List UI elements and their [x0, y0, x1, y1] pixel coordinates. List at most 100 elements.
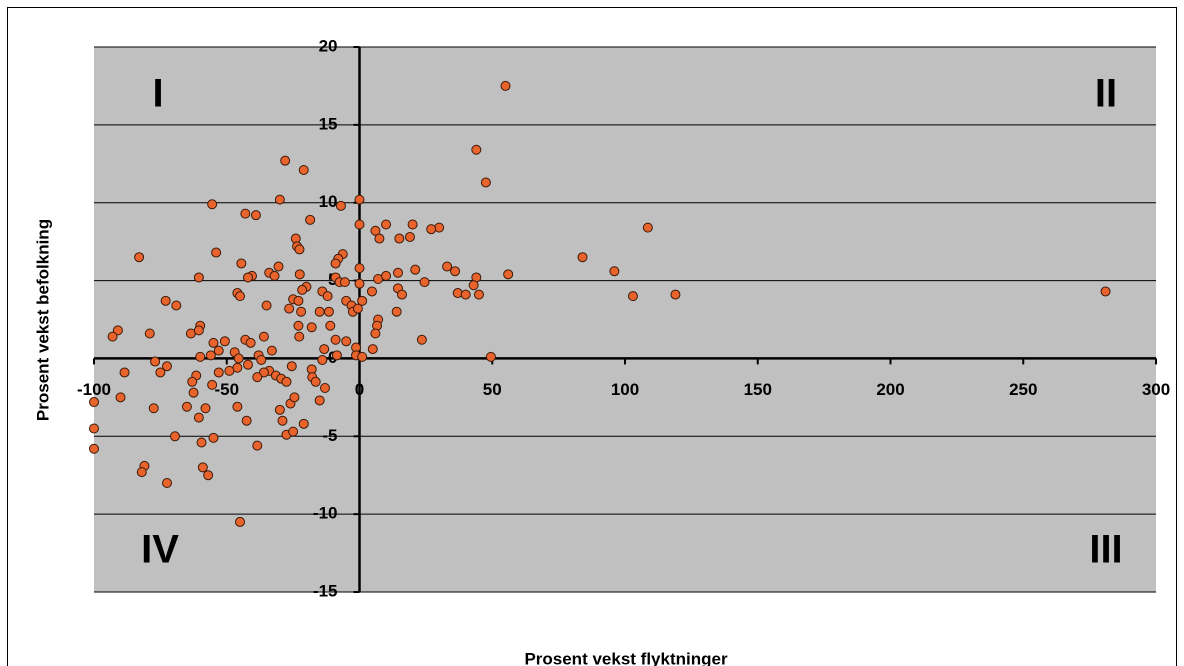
- scatter-point: [236, 258, 247, 269]
- scatter-point: [374, 233, 385, 244]
- scatter-point: [171, 300, 182, 311]
- scatter-point: [273, 261, 284, 272]
- scatter-point: [89, 443, 99, 454]
- scatter-point: [366, 286, 377, 297]
- scatter-point: [577, 252, 588, 263]
- scatter-point: [293, 295, 304, 306]
- scatter-point: [323, 306, 334, 317]
- scatter-point: [188, 387, 199, 398]
- scatter-point: [203, 470, 214, 481]
- scatter-point: [330, 334, 341, 345]
- scatter-point: [289, 392, 300, 403]
- scatter-point: [392, 267, 403, 278]
- scatter-point: [200, 403, 211, 414]
- y-axis-title: Prosent vekst befolkning: [33, 219, 52, 421]
- scatter-point: [294, 244, 305, 255]
- scatter-point: [162, 361, 173, 372]
- x-axis-title: Prosent vekst flyktninger: [524, 649, 728, 666]
- scatter-point: [274, 404, 285, 415]
- scatter-point: [197, 462, 208, 473]
- scatter-point: [296, 306, 307, 317]
- scatter-point: [450, 266, 461, 277]
- scatter-point: [193, 412, 204, 423]
- scatter-point: [294, 331, 305, 342]
- y-tick-label: -10: [313, 504, 338, 523]
- scatter-point: [281, 376, 292, 387]
- scatter-point: [256, 354, 267, 365]
- scatter-point: [370, 225, 381, 236]
- plot-area: [94, 47, 1156, 592]
- scatter-point: [452, 288, 463, 299]
- scatter-point: [396, 289, 407, 300]
- scatter-point: [213, 367, 224, 378]
- x-tick-label: 150: [744, 380, 772, 399]
- scatter-point: [242, 359, 253, 370]
- scatter-point: [134, 252, 145, 263]
- scatter-point: [155, 367, 166, 378]
- scatter-point: [252, 372, 263, 383]
- scatter-point: [169, 431, 180, 442]
- scatter-point: [434, 222, 445, 233]
- scatter-point: [609, 266, 620, 277]
- scatter-point: [293, 320, 304, 331]
- scatter-point: [370, 328, 381, 339]
- scatter-point: [89, 423, 99, 434]
- x-tick-label: 300: [1142, 380, 1170, 399]
- quadrant-label: III: [1089, 528, 1122, 572]
- scatter-point: [232, 401, 243, 412]
- scatter-point: [331, 350, 342, 361]
- scatter-point: [205, 350, 216, 361]
- scatter-point: [310, 376, 321, 387]
- scatter-point: [119, 367, 130, 378]
- scatter-point: [410, 264, 421, 275]
- scatter-point: [416, 334, 427, 345]
- scatter-point: [503, 269, 514, 280]
- scatter-point: [107, 331, 118, 342]
- scatter-point: [404, 231, 415, 242]
- scatter-point: [627, 291, 638, 302]
- x-tick-label: 50: [483, 380, 502, 399]
- y-tick-label: -5: [322, 426, 337, 445]
- scatter-point: [319, 344, 330, 355]
- scatter-point: [288, 426, 299, 437]
- y-tick-label: 10: [319, 192, 338, 211]
- scatter-point: [354, 263, 365, 274]
- scatter-point: [319, 383, 330, 394]
- scatter-point: [354, 219, 365, 230]
- scatter-point: [335, 200, 346, 211]
- y-tick-label: -15: [313, 581, 338, 600]
- scatter-point: [277, 415, 288, 426]
- scatter-point: [394, 233, 405, 244]
- scatter-point: [314, 306, 325, 317]
- scatter-point: [468, 280, 479, 291]
- scatter-point: [381, 219, 392, 230]
- scatter-point: [670, 289, 681, 300]
- scatter-point: [208, 337, 219, 348]
- scatter-point: [357, 295, 368, 306]
- scatter-point: [471, 144, 482, 155]
- scatter-point: [325, 320, 336, 331]
- x-tick-label: 100: [611, 380, 639, 399]
- scatter-point: [284, 303, 295, 314]
- scatter-point: [241, 415, 252, 426]
- scatter-point: [442, 261, 453, 272]
- y-tick-label: 20: [319, 36, 338, 55]
- scatter-point: [187, 376, 198, 387]
- quadrant-label: I: [152, 72, 163, 116]
- quadrant-label: II: [1095, 72, 1117, 116]
- scatter-point: [144, 328, 155, 339]
- scatter-point: [352, 303, 363, 314]
- scatter-point: [330, 258, 341, 269]
- scatter-point: [286, 361, 297, 372]
- scatter-point: [266, 345, 277, 356]
- scatter-point: [341, 336, 352, 347]
- scatter-point: [269, 270, 280, 281]
- scatter-point: [460, 289, 471, 300]
- scatter-point: [357, 351, 368, 362]
- scatter-point: [181, 401, 192, 412]
- scatter-point: [261, 300, 272, 311]
- scatter-point: [112, 325, 123, 336]
- scatter-point: [280, 155, 291, 166]
- scatter-point: [306, 322, 317, 333]
- scatter-point: [419, 277, 430, 288]
